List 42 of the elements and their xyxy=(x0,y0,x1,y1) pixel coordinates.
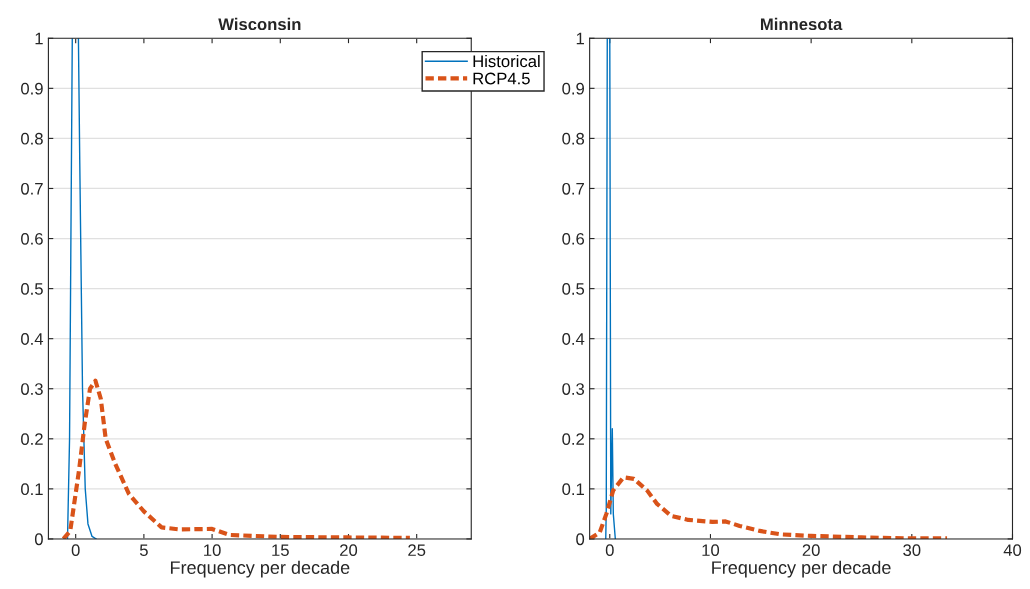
x-tick-label: 20 xyxy=(802,544,820,557)
x-tick-label: 10 xyxy=(204,544,221,557)
x-axis-title: Frequency per decade xyxy=(170,560,350,578)
x-tick-label: 40 xyxy=(1003,544,1022,557)
line-series xyxy=(589,475,950,539)
y-tick-label: 0.9 xyxy=(21,82,43,95)
y-tick-label: 0.3 xyxy=(21,383,43,395)
y-tick-label: 0.7 xyxy=(562,182,584,195)
x-tick-label: 25 xyxy=(408,544,426,557)
y-tick-label: 0.6 xyxy=(562,232,585,245)
x-tick-label: 5 xyxy=(139,544,148,557)
x-axis-title: Frequency per decade xyxy=(712,560,891,578)
line-series xyxy=(605,38,617,539)
legend-label: RCP4.5 xyxy=(473,72,530,85)
y-tick-label: 0.8 xyxy=(562,132,585,145)
x-tick-label: 30 xyxy=(903,544,921,557)
legend-label: Historical xyxy=(473,54,540,68)
y-tick-label: 0 xyxy=(34,533,43,546)
y-tick-label: 0.9 xyxy=(562,82,584,95)
chart-title: Wisconsin xyxy=(218,17,301,31)
x-tick-label: 0 xyxy=(605,544,614,557)
y-tick-label: 0.4 xyxy=(562,333,585,345)
chart-title: Minnesota xyxy=(760,17,843,31)
y-tick-label: 0.1 xyxy=(562,483,584,496)
x-tick-label: 15 xyxy=(272,544,289,557)
x-tick-label: 20 xyxy=(340,544,358,557)
y-tick-label: 0 xyxy=(576,533,585,546)
y-tick-label: 0.5 xyxy=(21,283,43,295)
x-tick-label: 0 xyxy=(71,544,80,557)
y-tick-label: 1 xyxy=(35,32,43,45)
y-tick-label: 0.5 xyxy=(562,283,585,295)
y-tick-label: 0.1 xyxy=(21,483,43,496)
x-tick-label: 10 xyxy=(702,544,720,557)
y-tick-label: 0.2 xyxy=(21,433,43,446)
y-tick-label: 1 xyxy=(576,32,584,45)
y-tick-label: 0.7 xyxy=(21,182,43,195)
y-tick-label: 0.6 xyxy=(21,232,43,245)
y-tick-label: 0.4 xyxy=(21,333,44,345)
y-tick-label: 0.2 xyxy=(562,433,584,446)
line-series xyxy=(61,378,412,539)
y-tick-label: 0.3 xyxy=(562,383,585,395)
y-tick-label: 0.8 xyxy=(21,132,43,145)
